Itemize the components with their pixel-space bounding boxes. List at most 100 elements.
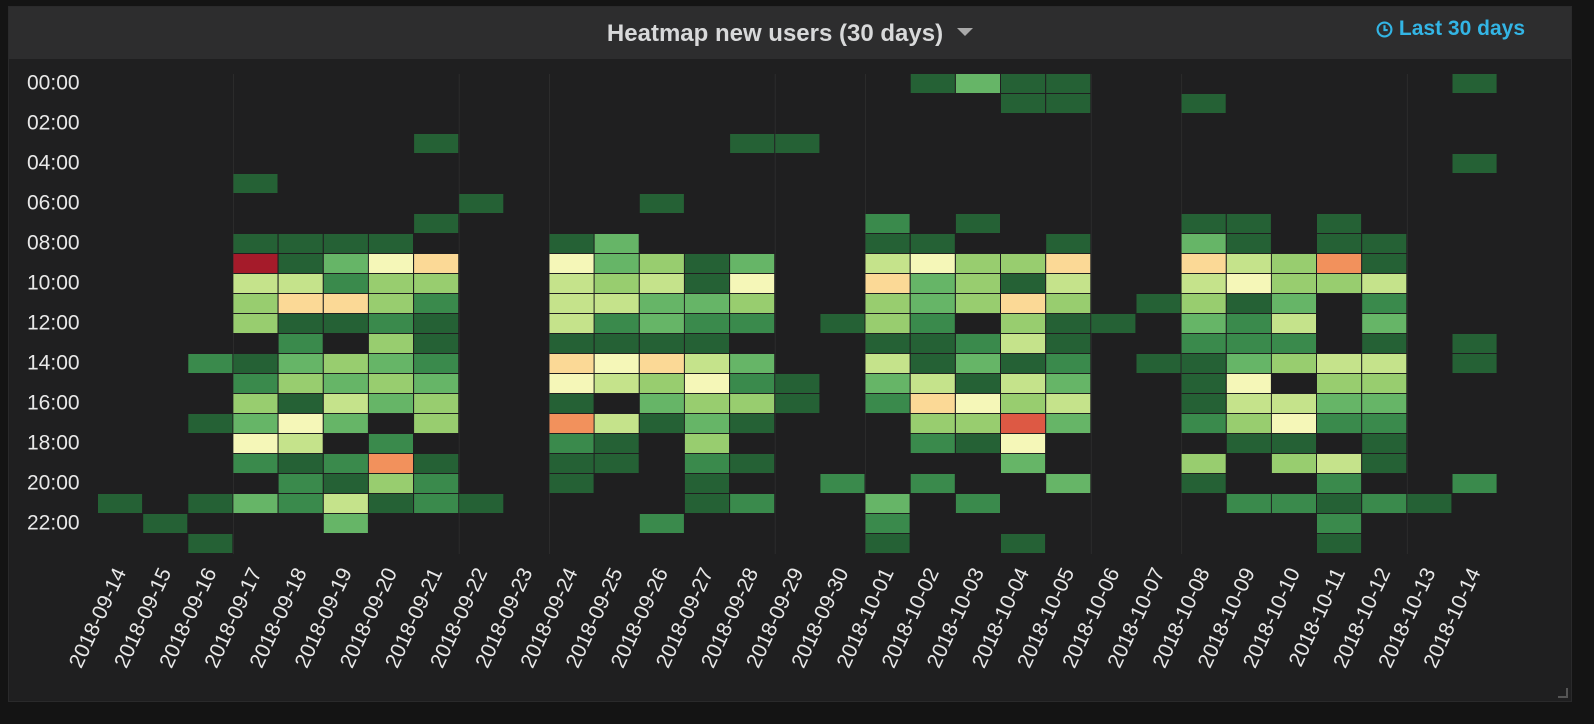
y-tick-label: 08:00: [27, 232, 80, 255]
heat-cell: [278, 374, 323, 393]
heat-cell: [1181, 274, 1226, 293]
heat-cell: [368, 374, 413, 393]
heat-cell: [1226, 314, 1271, 333]
heat-cell: [188, 534, 233, 553]
heat-cell: [1362, 394, 1407, 413]
heat-cell: [730, 374, 775, 393]
heat-cell: [1362, 274, 1407, 293]
heat-cell: [1181, 234, 1226, 253]
heat-cell: [278, 414, 323, 433]
heat-cell: [233, 254, 278, 273]
heat-cell: [1271, 294, 1316, 313]
heat-cell: [1001, 274, 1046, 293]
heat-cell: [730, 354, 775, 373]
heat-cell: [233, 174, 278, 193]
heat-cell: [188, 354, 233, 373]
heat-cell: [775, 134, 820, 153]
heat-cell: [955, 254, 1000, 273]
time-range-link[interactable]: Last 30 days: [1376, 17, 1525, 41]
heat-cell: [323, 394, 368, 413]
heat-cell: [278, 234, 323, 253]
heat-cell: [549, 314, 594, 333]
heat-cell: [955, 294, 1000, 313]
heat-cell: [323, 454, 368, 473]
y-tick-label: 14:00: [27, 352, 80, 375]
y-tick-label: 20:00: [27, 472, 80, 495]
heat-cell: [368, 334, 413, 353]
heat-cell: [1317, 514, 1362, 533]
heat-cell: [1317, 414, 1362, 433]
heat-cell: [684, 354, 729, 373]
heat-cell: [1362, 454, 1407, 473]
y-tick-label: 06:00: [27, 192, 80, 215]
heat-cell: [323, 354, 368, 373]
heat-cell: [1317, 254, 1362, 273]
heat-cell: [414, 494, 459, 513]
heat-cell: [1136, 354, 1181, 373]
heat-cell: [684, 254, 729, 273]
heat-cell: [278, 334, 323, 353]
panel-title: Heatmap new users (30 days): [606, 20, 944, 47]
heat-cell: [549, 374, 594, 393]
heat-cell: [1001, 414, 1046, 433]
y-tick-label: 16:00: [27, 392, 80, 415]
panel-title-menu[interactable]: Heatmap new users (30 days): [9, 20, 1571, 48]
heat-cell: [368, 454, 413, 473]
heat-cell: [594, 314, 639, 333]
heat-cell: [233, 234, 278, 253]
heat-cell: [323, 314, 368, 333]
heat-cell: [278, 494, 323, 513]
y-tick-label: 22:00: [27, 512, 80, 535]
heat-cell: [1452, 74, 1497, 93]
heat-cell: [639, 514, 684, 533]
heat-cell: [1181, 374, 1226, 393]
heat-cell: [1181, 94, 1226, 113]
heat-cell: [233, 494, 278, 513]
heat-cell: [549, 454, 594, 473]
heat-cell: [414, 354, 459, 373]
heat-cell: [1046, 94, 1091, 113]
heat-cell: [865, 334, 910, 353]
chevron-down-icon[interactable]: [957, 28, 974, 36]
heat-cell: [594, 374, 639, 393]
heat-cell: [414, 134, 459, 153]
heat-cell: [910, 254, 955, 273]
heat-cell: [459, 494, 504, 513]
heat-cell: [188, 494, 233, 513]
heat-cell: [1362, 314, 1407, 333]
heat-cell: [278, 314, 323, 333]
heat-cell: [1317, 474, 1362, 493]
heat-cell: [594, 414, 639, 433]
heat-cell: [1317, 454, 1362, 473]
heat-cell: [730, 254, 775, 273]
heat-cell: [594, 334, 639, 353]
heat-cell: [278, 474, 323, 493]
heat-cell: [1001, 254, 1046, 273]
heat-cell: [910, 354, 955, 373]
heat-cell: [549, 434, 594, 453]
heat-cell: [1317, 374, 1362, 393]
heat-cell: [1181, 414, 1226, 433]
heat-cell: [684, 414, 729, 433]
heat-cell: [1317, 274, 1362, 293]
heat-cell: [323, 374, 368, 393]
heat-cell: [1362, 494, 1407, 513]
heat-cell: [368, 234, 413, 253]
heat-cell: [1181, 354, 1226, 373]
heat-cell: [1452, 474, 1497, 493]
heat-cell: [414, 414, 459, 433]
heat-cell: [1091, 314, 1136, 333]
heat-cell: [549, 334, 594, 353]
heat-cell: [910, 74, 955, 93]
heat-cell: [233, 374, 278, 393]
heat-cell: [233, 274, 278, 293]
heat-cell: [684, 334, 729, 353]
heat-cell: [955, 374, 1000, 393]
heat-cell: [910, 434, 955, 453]
heat-cell: [1362, 354, 1407, 373]
heat-cell: [1271, 254, 1316, 273]
resize-handle-icon[interactable]: [1558, 688, 1568, 698]
heat-cell: [1226, 254, 1271, 273]
heat-cell: [1001, 74, 1046, 93]
heat-cell: [143, 514, 188, 533]
